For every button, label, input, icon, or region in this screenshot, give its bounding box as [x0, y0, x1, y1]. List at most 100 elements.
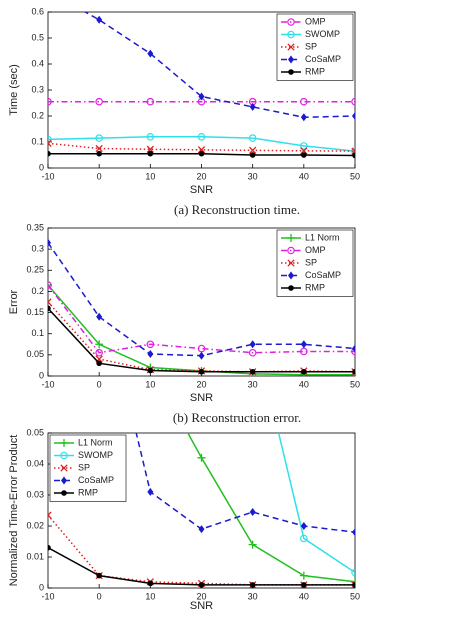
series-line [48, 284, 355, 354]
marker [48, 281, 52, 289]
marker [147, 350, 154, 359]
y-tick-label: 0.3 [31, 244, 44, 254]
marker [96, 150, 102, 157]
marker [198, 351, 205, 360]
legend-marker [287, 18, 295, 26]
marker [48, 298, 52, 306]
marker [299, 571, 308, 580]
marker [352, 112, 355, 120]
marker [249, 368, 256, 375]
marker [198, 525, 205, 534]
x-tick-label: 0 [97, 379, 102, 389]
y-axis-label: Normalized Time-Error Product [8, 435, 20, 587]
y-tick-label: 0.02 [26, 520, 44, 530]
marker [197, 133, 206, 141]
marker [147, 150, 154, 157]
x-axis-label: SNR [190, 392, 213, 404]
legend-label: CoSaMP [78, 475, 114, 485]
x-tick-label: 0 [97, 591, 102, 601]
caption: (b) Reconstruction error. [173, 410, 301, 425]
marker [301, 582, 307, 588]
marker [301, 152, 307, 158]
legend-marker [287, 30, 295, 39]
legend-marker [287, 234, 295, 242]
marker [300, 113, 307, 122]
y-tick-label: 0.04 [26, 458, 44, 468]
marker [198, 150, 205, 157]
marker [249, 102, 256, 111]
y-axis-label: Time (sec) [8, 64, 20, 116]
marker [96, 572, 102, 579]
x-tick-label: 10 [145, 591, 155, 601]
marker [249, 152, 256, 158]
marker [198, 92, 205, 101]
legend-label: CoSaMP [305, 54, 341, 64]
y-tick-label: 0.05 [26, 349, 44, 359]
y-axis-label: Error [8, 289, 20, 314]
legend-label: SWOMP [78, 450, 113, 460]
y-tick-label: 0 [39, 370, 44, 380]
y-tick-label: 0.35 [26, 222, 44, 232]
caption: (a) Reconstruction time. [174, 202, 300, 217]
x-tick-label: 40 [299, 591, 309, 601]
marker [248, 348, 257, 357]
x-tick-label: 40 [299, 379, 309, 389]
marker [147, 367, 154, 374]
y-tick-label: 0.2 [31, 286, 44, 296]
marker [95, 144, 103, 153]
marker [48, 238, 51, 247]
marker [95, 340, 104, 349]
marker [48, 511, 52, 519]
marker [352, 368, 355, 375]
y-tick-label: 0.15 [26, 307, 44, 317]
marker [198, 582, 205, 588]
legend-marker [288, 285, 294, 291]
marker [48, 97, 52, 106]
x-tick-label: -10 [41, 171, 54, 181]
legend-marker [288, 271, 294, 280]
legend-label: SWOMP [305, 29, 340, 39]
y-tick-label: 0.1 [31, 136, 44, 146]
marker [351, 568, 355, 577]
legend-marker [61, 476, 67, 485]
x-axis-label: SNR [190, 184, 213, 196]
plot-clip [48, 12, 355, 159]
marker [146, 145, 154, 153]
y-tick-label: 0.01 [26, 551, 44, 561]
marker [300, 147, 308, 155]
y-tick-label: 0 [39, 582, 44, 592]
y-tick-label: 0.03 [26, 489, 44, 499]
marker [249, 340, 256, 349]
x-tick-label: 20 [196, 379, 206, 389]
x-tick-label: 0 [97, 171, 102, 181]
legend-marker [287, 246, 295, 255]
marker [147, 49, 154, 58]
x-tick-label: 50 [350, 379, 360, 389]
x-tick-label: 10 [145, 379, 155, 389]
marker [351, 97, 355, 106]
marker [147, 487, 154, 496]
y-tick-label: 0.2 [31, 110, 44, 120]
x-tick-label: 50 [350, 591, 360, 601]
plot-clip [48, 433, 355, 588]
legend-marker [288, 69, 294, 75]
marker [351, 581, 355, 588]
marker [300, 97, 308, 106]
marker [96, 15, 103, 24]
marker [300, 340, 307, 349]
marker [300, 534, 308, 543]
legend-marker [60, 451, 68, 460]
legend-marker [287, 43, 295, 51]
marker [351, 368, 355, 376]
legend-label: SP [305, 257, 317, 267]
marker [96, 312, 103, 321]
legend-marker [288, 55, 294, 64]
series-line [277, 433, 355, 574]
x-tick-label: -10 [41, 379, 54, 389]
x-tick-label: 30 [248, 591, 258, 601]
y-tick-label: 0 [39, 162, 44, 172]
x-tick-label: 50 [350, 171, 360, 181]
legend-marker [61, 490, 67, 496]
legend-label: L1 Norm [305, 232, 340, 242]
